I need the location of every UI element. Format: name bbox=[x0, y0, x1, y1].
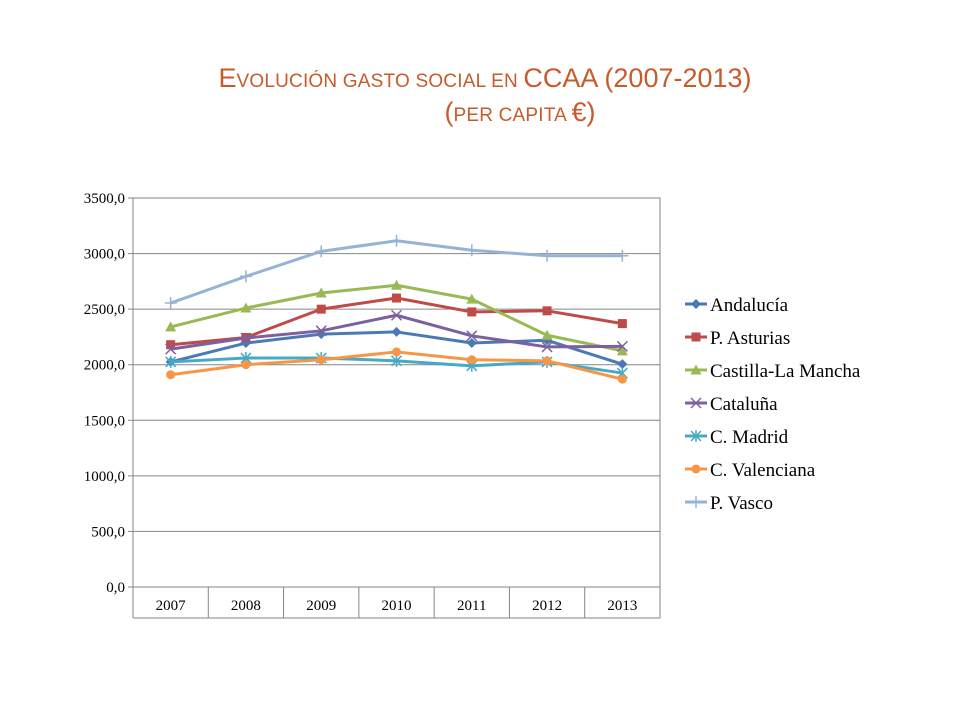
data-point bbox=[392, 347, 401, 357]
data-point bbox=[391, 279, 402, 290]
data-point bbox=[617, 359, 628, 370]
data-point bbox=[465, 244, 478, 257]
legend-label: P. Asturias bbox=[710, 328, 790, 349]
x-tick-label: 2007 bbox=[156, 598, 187, 614]
data-point bbox=[541, 329, 553, 340]
x-tick-label: 2010 bbox=[382, 598, 412, 614]
chart-title-line2: (PER CAPITA €) bbox=[0, 96, 960, 130]
chart-title-line1: EVOLUCIÓN GASTO SOCIAL EN CCAA (2007-201… bbox=[0, 62, 960, 96]
data-point bbox=[616, 249, 629, 262]
title-rest: CCAA (2007-2013) bbox=[523, 63, 752, 93]
legend-item: Castilla-La Mancha bbox=[685, 361, 861, 382]
legend-item: P. Asturias bbox=[685, 328, 790, 349]
data-point bbox=[164, 297, 177, 310]
title-smallcaps: VOLUCIÓN GASTO SOCIAL EN bbox=[236, 71, 524, 92]
legend-swatch-marker bbox=[691, 464, 701, 474]
data-point bbox=[467, 307, 477, 317]
data-point bbox=[390, 234, 403, 247]
legend-item: Cataluña bbox=[685, 394, 778, 415]
data-point bbox=[239, 270, 252, 283]
y-tick-label: 1000,0 bbox=[84, 469, 125, 485]
legend-label: Castilla-La Mancha bbox=[710, 361, 861, 382]
data-point bbox=[466, 338, 477, 349]
legend-label: C. Madrid bbox=[710, 427, 789, 448]
y-tick-label: 3000,0 bbox=[84, 247, 125, 263]
y-tick-label: 2500,0 bbox=[84, 302, 125, 318]
subtitle-smallcaps: PER CAPITA bbox=[453, 104, 572, 126]
legend-swatch-marker bbox=[690, 364, 702, 375]
plot-border bbox=[132, 197, 661, 588]
data-point bbox=[390, 309, 403, 321]
data-point bbox=[165, 343, 177, 355]
legend-swatch-marker bbox=[690, 397, 702, 409]
legend: Andalucía P. Asturias Castilla-La Mancha Ca… bbox=[685, 295, 861, 514]
data-point bbox=[316, 355, 326, 365]
data-point bbox=[391, 326, 402, 337]
legend-label: C. Valenciana bbox=[710, 460, 816, 481]
series-6 bbox=[166, 347, 627, 384]
data-point bbox=[542, 306, 552, 316]
series-7 bbox=[164, 234, 629, 310]
data-point bbox=[165, 321, 177, 332]
legend-swatch-marker bbox=[691, 332, 701, 342]
data-point bbox=[315, 245, 328, 258]
data-point bbox=[240, 332, 252, 344]
y-tick-label: 3500,0 bbox=[84, 191, 125, 207]
data-point bbox=[617, 374, 627, 384]
legend-item: C. Valenciana bbox=[685, 460, 816, 481]
legend-item: P. Vasco bbox=[685, 493, 773, 514]
x-tick-label: 2011 bbox=[457, 598, 486, 614]
series-4 bbox=[165, 309, 628, 355]
subtitle-rest: €) bbox=[571, 96, 596, 127]
subtitle-open: ( bbox=[444, 96, 454, 127]
data-point bbox=[165, 355, 177, 368]
legend-item: Andalucía bbox=[685, 295, 789, 316]
data-point bbox=[315, 287, 327, 298]
data-point bbox=[466, 293, 478, 304]
x-tick-label: 2009 bbox=[306, 598, 336, 614]
y-tick-label: 500,0 bbox=[91, 524, 125, 540]
data-point bbox=[541, 249, 554, 262]
data-point bbox=[542, 356, 552, 366]
data-point bbox=[390, 354, 403, 367]
data-point bbox=[315, 325, 327, 337]
data-point bbox=[616, 345, 628, 356]
x-tick-label: 2008 bbox=[231, 598, 261, 614]
legend-label: Andalucía bbox=[710, 295, 789, 316]
data-point bbox=[541, 341, 553, 353]
legend-swatch-marker bbox=[690, 430, 702, 442]
legend-swatch-marker bbox=[690, 496, 702, 508]
data-point bbox=[166, 340, 176, 350]
plot-area: 0,0 500,0 1000,0 1500,0 2000,0 2500,0 3000,0 35… bbox=[84, 191, 661, 619]
legend-item: C. Madrid bbox=[685, 427, 789, 448]
data-point bbox=[466, 330, 478, 342]
legend-swatch-marker bbox=[691, 299, 701, 309]
legend-label: Cataluña bbox=[710, 394, 778, 415]
series-3 bbox=[165, 279, 628, 356]
chart-title: EVOLUCIÓN GASTO SOCIAL EN CCAA (2007-201… bbox=[0, 62, 960, 130]
data-point bbox=[467, 355, 477, 365]
legend-label: P. Vasco bbox=[710, 493, 773, 514]
data-point bbox=[241, 360, 251, 370]
data-point bbox=[392, 293, 401, 303]
title-initial: E bbox=[218, 63, 237, 93]
y-tick-label: 0,0 bbox=[106, 580, 125, 596]
data-point bbox=[316, 304, 326, 314]
y-tick-label: 1500,0 bbox=[84, 413, 125, 429]
data-point bbox=[166, 370, 176, 380]
data-point bbox=[617, 319, 627, 329]
data-point bbox=[616, 340, 628, 352]
data-point bbox=[240, 302, 252, 313]
x-tick-label: 2013 bbox=[607, 598, 637, 614]
y-tick-label: 2000,0 bbox=[84, 358, 125, 374]
x-tick-label: 2012 bbox=[532, 598, 562, 614]
